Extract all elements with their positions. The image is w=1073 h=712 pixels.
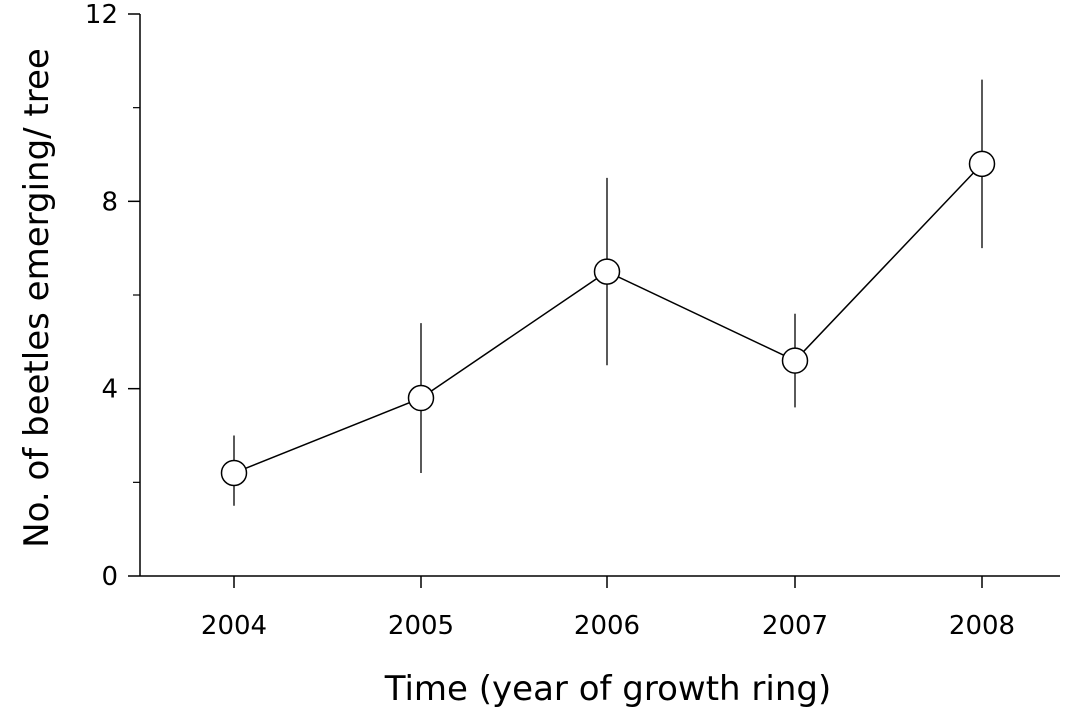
data-point <box>593 258 621 285</box>
x-tick-label: 2008 <box>949 611 1015 641</box>
x-tick-label: 2006 <box>574 611 640 641</box>
series-line <box>233 163 983 474</box>
markers <box>220 150 996 487</box>
x-tick-label: 2005 <box>388 611 454 641</box>
y-tick-label: 0 <box>101 562 118 592</box>
ticks: 0 4 8 12 2004 2005 2006 2007 2008 <box>85 0 1015 641</box>
y-tick-label: 8 <box>101 187 118 217</box>
data-point <box>968 150 996 178</box>
data-point <box>220 459 248 487</box>
x-axis-label: Time (year of growth ring) <box>384 669 831 709</box>
data-point <box>781 347 809 374</box>
axes <box>139 14 1060 577</box>
series-line-group <box>233 163 983 474</box>
y-tick-label: 4 <box>101 375 118 405</box>
y-tick-label: 12 <box>85 0 118 30</box>
x-tick-label: 2007 <box>762 611 828 641</box>
x-tick-label: 2004 <box>201 611 267 641</box>
error-bars <box>233 79 983 506</box>
y-axis-label: No. of beetles emerging/ tree <box>17 48 57 548</box>
data-point <box>407 384 435 412</box>
